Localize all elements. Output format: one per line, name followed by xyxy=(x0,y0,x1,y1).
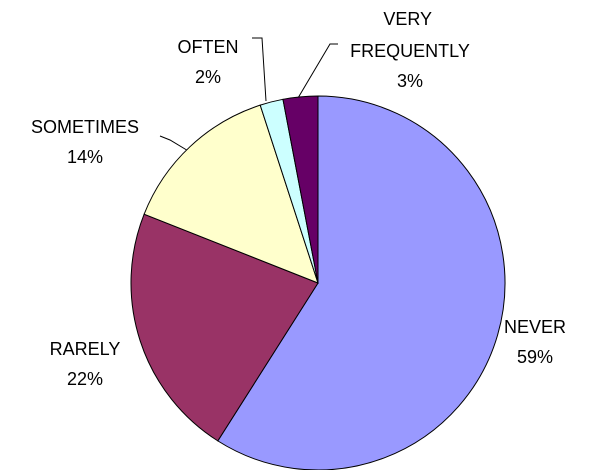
slice-label: RARELY xyxy=(50,339,121,359)
label-line: FREQUENTLY xyxy=(350,41,470,61)
label-line: VERY xyxy=(383,9,436,29)
slice-value-label: 59% xyxy=(517,347,553,367)
slice-value-label: 14% xyxy=(67,147,103,167)
slice-value-label: 22% xyxy=(67,369,103,389)
label-line: SOMETIMES xyxy=(31,117,139,137)
label-line: OFTEN xyxy=(178,37,239,57)
label-line: NEVER xyxy=(504,317,566,337)
pie-slice xyxy=(282,95,319,284)
label-line: RARELY xyxy=(50,339,121,359)
slice-label: NEVER xyxy=(504,317,566,337)
slice-value-label: 2% xyxy=(195,67,221,87)
leader-line xyxy=(252,37,267,102)
slice-label: VERY FREQUENTLY xyxy=(350,9,470,61)
slice-value-label: 3% xyxy=(397,71,423,91)
slice-label: OFTEN xyxy=(178,37,239,57)
leader-line xyxy=(159,135,191,153)
pie-slice xyxy=(130,213,319,442)
leader-line xyxy=(297,43,338,99)
slice-label: SOMETIMES xyxy=(31,117,139,137)
